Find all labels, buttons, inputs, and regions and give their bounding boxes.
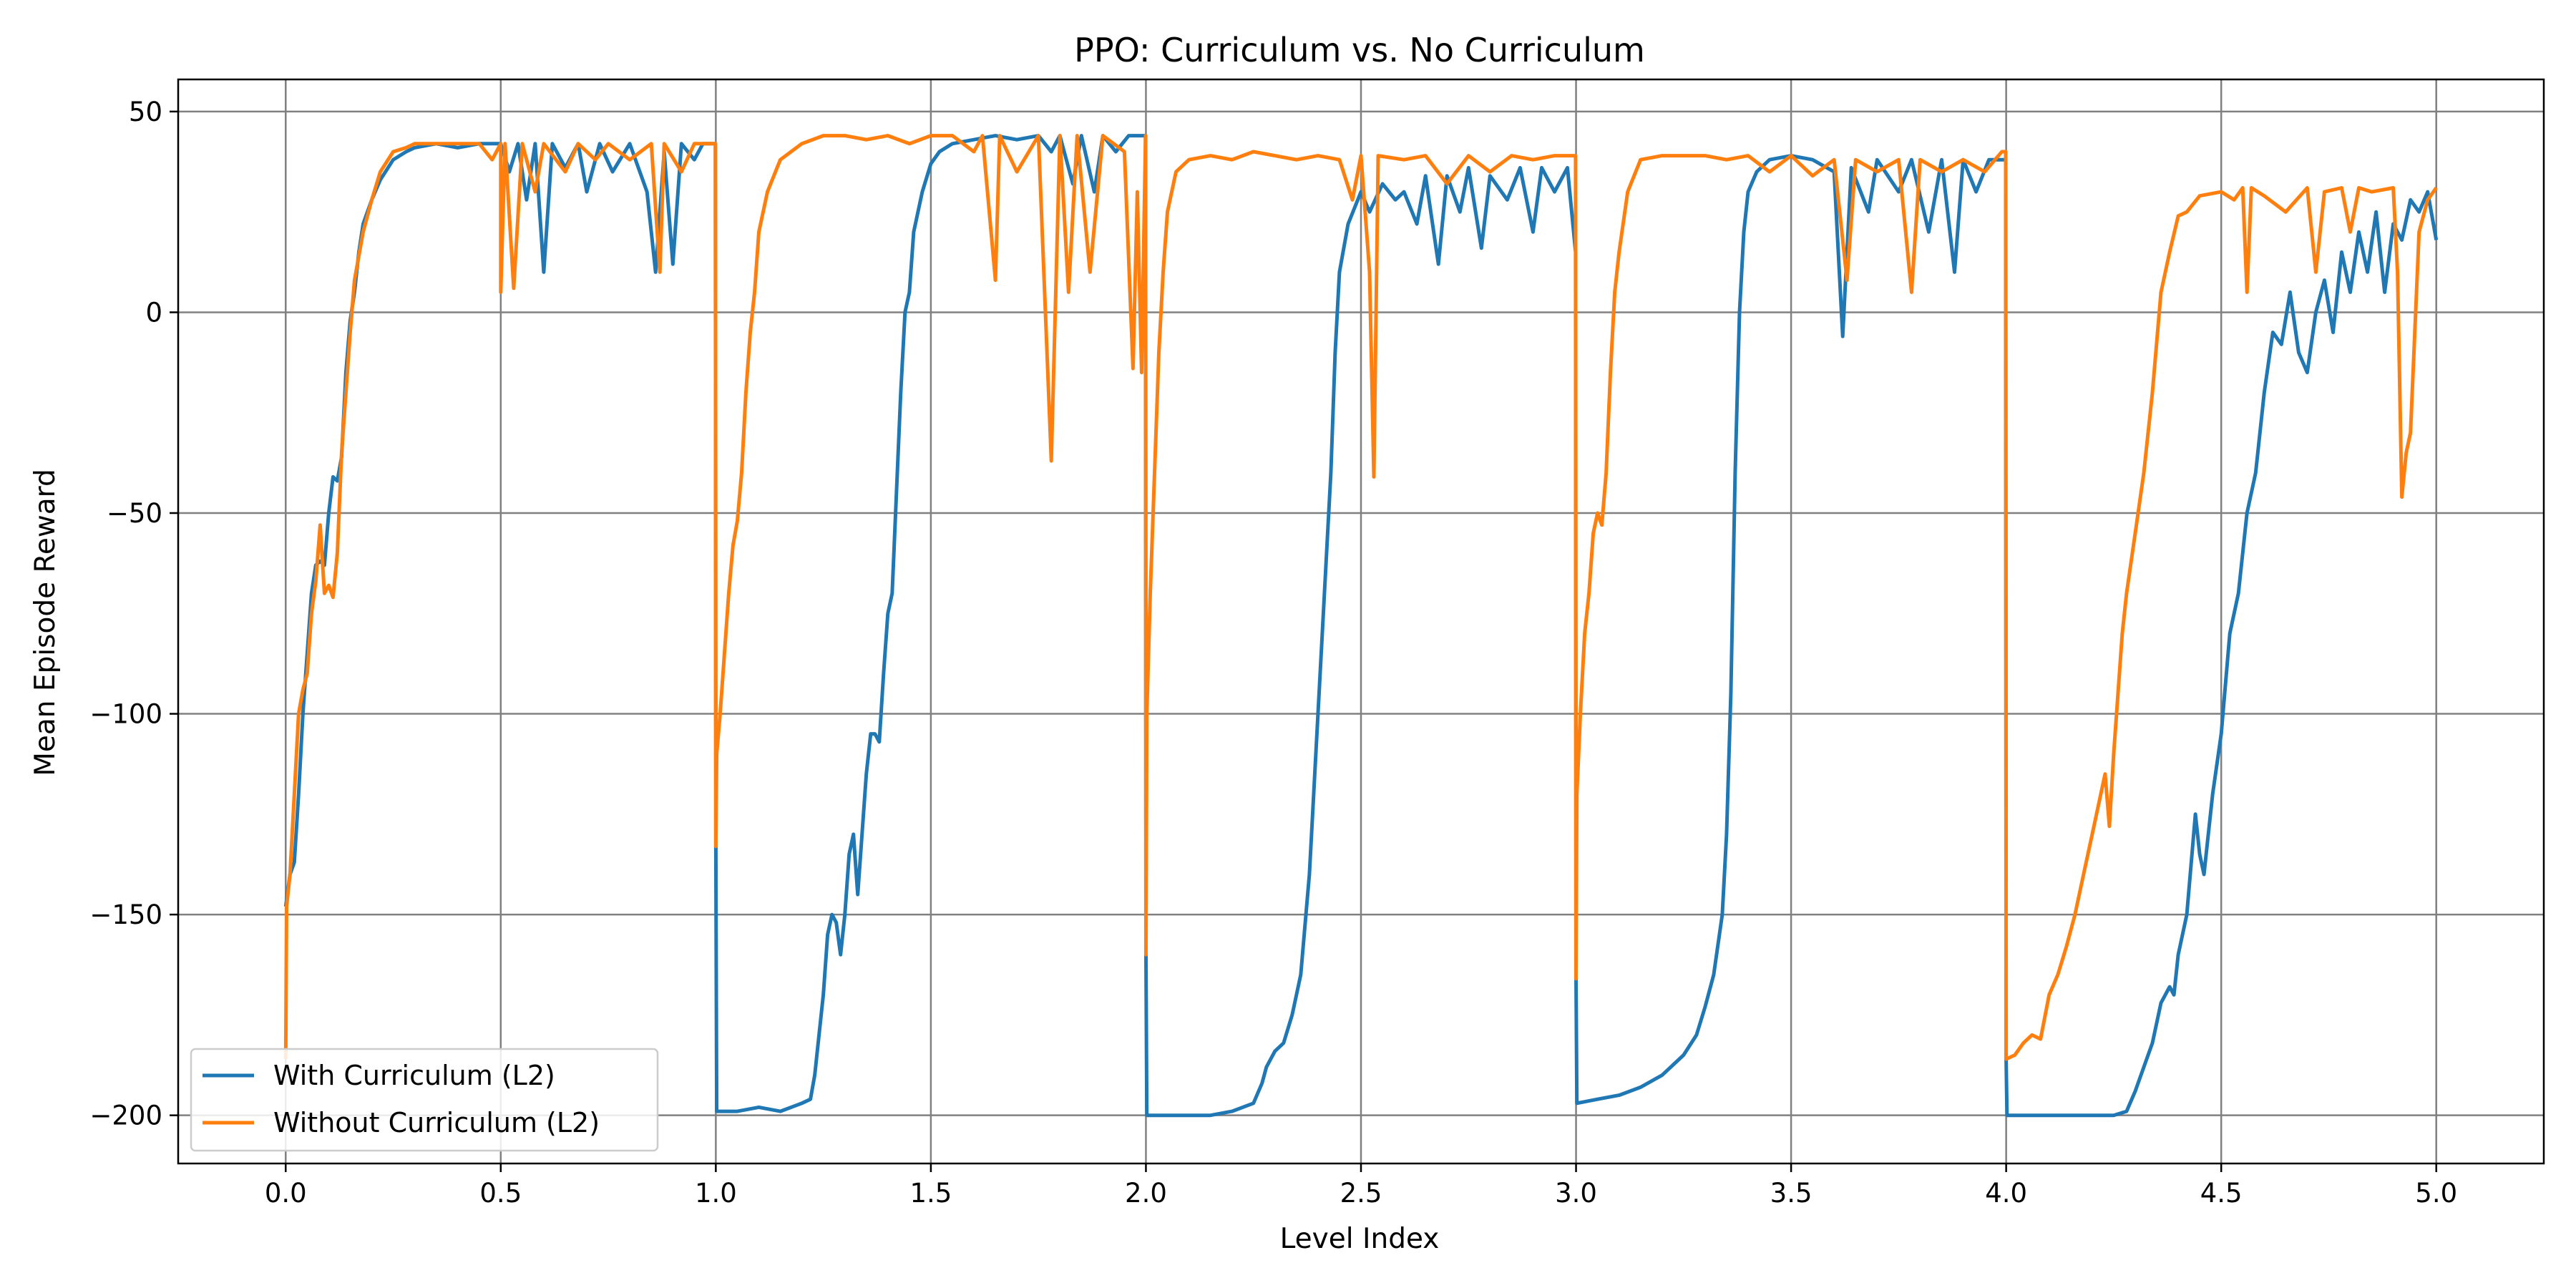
x-tick-label: 4.0 — [1985, 1178, 2027, 1209]
x-tick-label: 2.0 — [1125, 1178, 1167, 1209]
x-tick-label: 4.5 — [2200, 1178, 2243, 1209]
x-tick-label: 2.5 — [1340, 1178, 1382, 1209]
x-tick-label: 0.5 — [479, 1178, 522, 1209]
x-tick-label: 1.5 — [909, 1178, 952, 1209]
x-tick-label: 5.0 — [2415, 1178, 2457, 1209]
series-layer — [283, 134, 2439, 1118]
y-tick-label: −100 — [89, 699, 162, 730]
series-line-1 — [283, 134, 2439, 1118]
y-tick-label: −200 — [89, 1101, 162, 1131]
legend-entry-label: With Curriculum (L2) — [273, 1060, 555, 1091]
x-tick-label: 3.5 — [1770, 1178, 1813, 1209]
axis-ticks: 0.0 0.5 1.0 1.5 2.0 2.5 3.0 3.5 4.0 4.5 5.0 50 0 −50 −… — [89, 97, 2457, 1209]
y-tick-label: −150 — [89, 899, 162, 930]
y-tick-label: 50 — [129, 97, 162, 127]
x-axis-label: Level Index — [1280, 1223, 1440, 1255]
chart-title: PPO: Curriculum vs. No Curriculum — [1074, 31, 1645, 69]
series-line-2 — [283, 134, 2438, 1061]
x-tick-label: 3.0 — [1555, 1178, 1597, 1209]
x-tick-label: 0.0 — [265, 1178, 307, 1209]
legend-box — [190, 1048, 659, 1152]
y-axis-label: Mean Episode Reward — [29, 469, 62, 776]
x-tick-label: 1.0 — [695, 1178, 737, 1209]
legend: With Curriculum (L2) Without Curriculum (… — [190, 1048, 659, 1152]
legend-entry-label: Without Curriculum (L2) — [273, 1107, 600, 1138]
y-tick-label: 0 — [145, 297, 162, 328]
y-tick-label: −50 — [107, 498, 162, 529]
